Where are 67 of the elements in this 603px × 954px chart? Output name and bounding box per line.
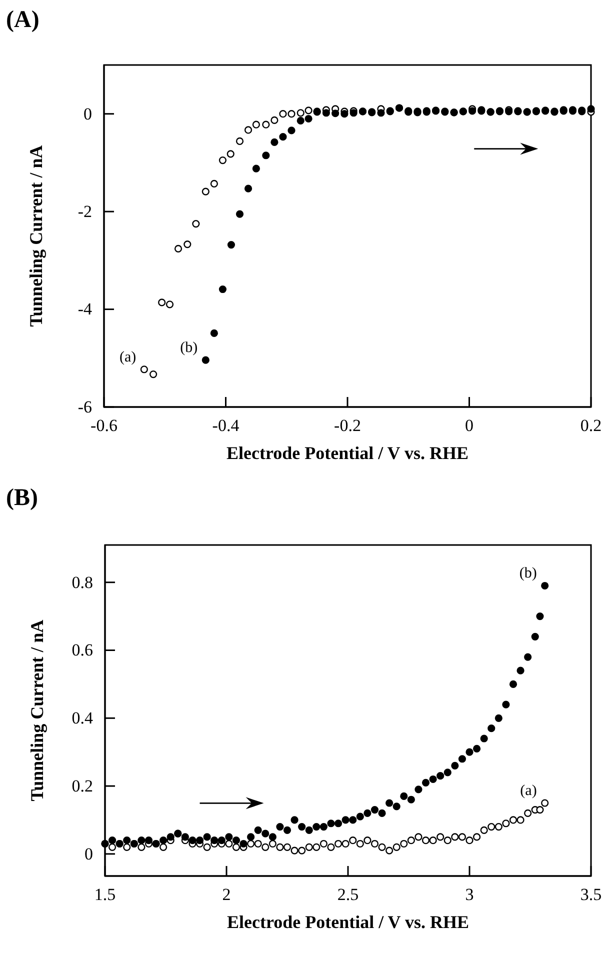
point bbox=[288, 126, 296, 134]
point bbox=[218, 285, 227, 294]
chart-title: (A) bbox=[6, 7, 40, 33]
point bbox=[210, 329, 218, 338]
point bbox=[304, 106, 312, 114]
point bbox=[288, 110, 296, 118]
x-tick-label: 2 bbox=[222, 885, 231, 904]
series-label: (a) bbox=[520, 783, 537, 800]
point bbox=[166, 300, 174, 308]
x-tick-label: 2.5 bbox=[337, 885, 359, 904]
point bbox=[174, 244, 182, 253]
point bbox=[262, 152, 270, 160]
y-tick-label: 0.4 bbox=[72, 708, 94, 728]
point bbox=[210, 180, 218, 188]
point bbox=[270, 116, 278, 124]
x-tick-label: 3.5 bbox=[580, 885, 602, 904]
x-axis-title: Electrode Potential / V vs. RHE bbox=[226, 443, 468, 463]
x-axis-title: Electrode Potential / V vs. RHE bbox=[227, 912, 469, 932]
point bbox=[377, 109, 385, 117]
x-tick-label: -0.6 bbox=[90, 416, 118, 436]
point bbox=[184, 240, 192, 248]
point bbox=[140, 366, 148, 374]
y-tick-label: 0.6 bbox=[72, 640, 93, 660]
y-tick-label: -2 bbox=[78, 202, 92, 222]
point bbox=[262, 120, 270, 128]
point bbox=[279, 110, 287, 118]
x-tick-label: 1.5 bbox=[94, 885, 116, 904]
point bbox=[270, 138, 278, 146]
point bbox=[252, 164, 260, 172]
point bbox=[244, 126, 252, 134]
y-tick-label: -6 bbox=[78, 397, 92, 416]
x-tick-label: 0 bbox=[465, 416, 474, 436]
point bbox=[340, 110, 348, 118]
y-tick-label: 0.8 bbox=[72, 572, 93, 592]
point bbox=[218, 156, 227, 164]
point bbox=[202, 356, 210, 364]
series-label: (b) bbox=[519, 566, 537, 582]
x-tick-label: -0.2 bbox=[334, 416, 361, 436]
chart-title: (B) bbox=[6, 485, 38, 511]
series-label: (a) bbox=[120, 349, 136, 366]
x-tick-label: 3 bbox=[465, 885, 474, 904]
point bbox=[236, 137, 244, 146]
point bbox=[322, 109, 330, 117]
series-label: (b) bbox=[180, 340, 198, 356]
y-axis-title: Tunneling Current / nA bbox=[26, 145, 46, 327]
point bbox=[296, 116, 304, 124]
point bbox=[332, 110, 340, 118]
point bbox=[587, 105, 595, 113]
point bbox=[296, 109, 304, 117]
point bbox=[227, 240, 236, 249]
x-tick-label: 0.2 bbox=[580, 416, 602, 436]
point bbox=[236, 210, 244, 218]
y-tick-label: 0 bbox=[84, 104, 92, 124]
y-axis-title: Tunneling Current / nA bbox=[27, 620, 47, 802]
y-tick-label: -4 bbox=[78, 300, 92, 319]
point bbox=[150, 370, 158, 378]
x-tick-label: -0.4 bbox=[212, 416, 240, 436]
point bbox=[158, 298, 166, 306]
point bbox=[192, 220, 200, 228]
y-tick-label: 0 bbox=[84, 844, 93, 864]
y-tick-label: 0.2 bbox=[72, 776, 93, 796]
point bbox=[279, 133, 287, 141]
point bbox=[252, 120, 260, 128]
point bbox=[244, 184, 252, 192]
point bbox=[202, 188, 210, 196]
point bbox=[304, 114, 312, 123]
point bbox=[226, 150, 234, 158]
